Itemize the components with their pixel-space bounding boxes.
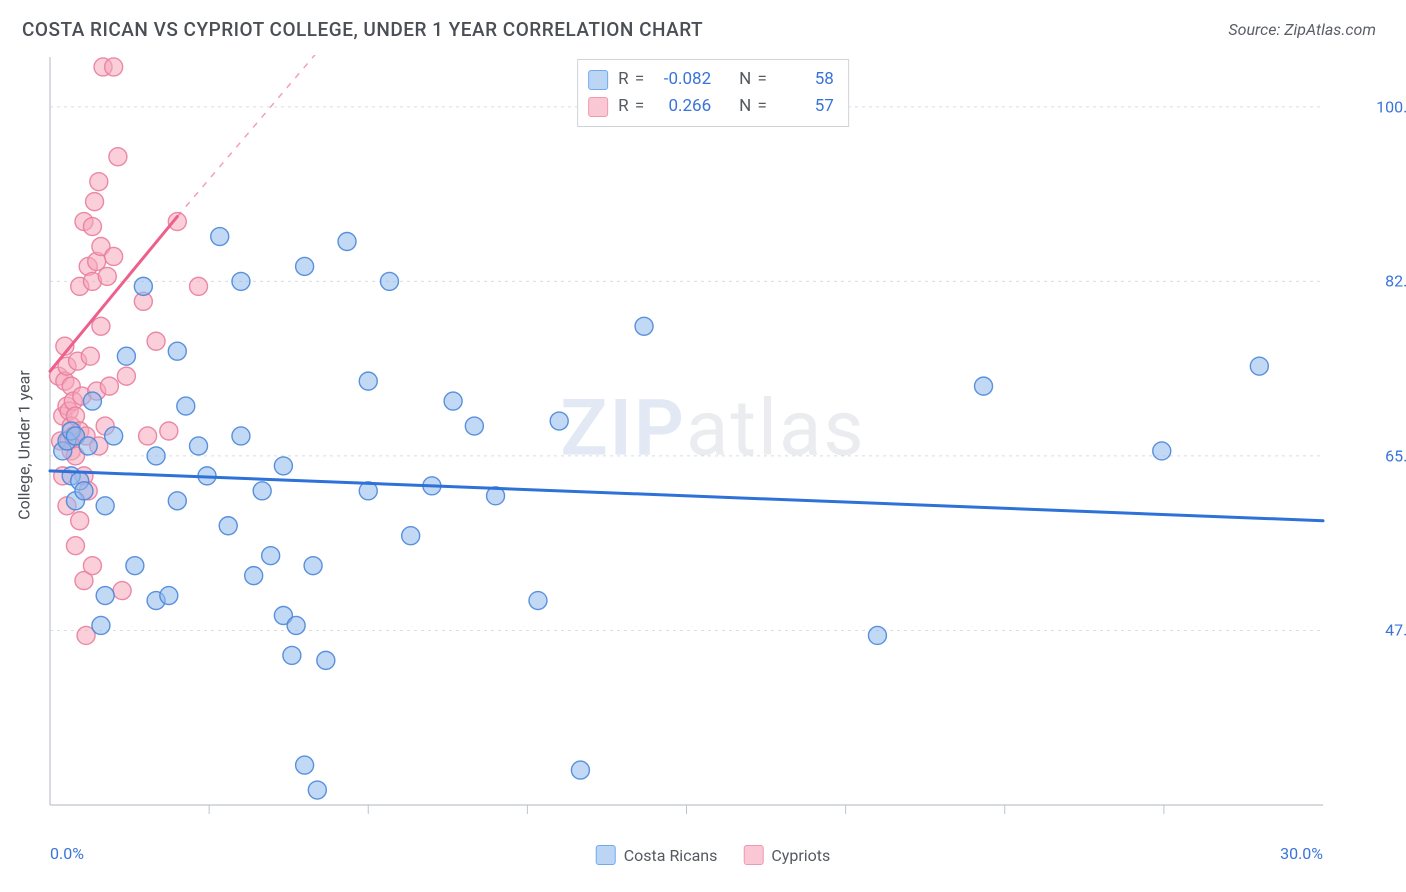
series-legend-item: Cypriots bbox=[743, 845, 830, 865]
series-legend-item: Costa Ricans bbox=[596, 845, 718, 865]
legend-swatch-icon bbox=[743, 845, 763, 865]
y-tick-label: 47.5% bbox=[1385, 621, 1406, 640]
series-legend: Costa Ricans Cypriots bbox=[596, 845, 831, 865]
legend-swatch-icon bbox=[596, 845, 616, 865]
stats-legend-row: R = 0.266 N = 57 bbox=[588, 93, 834, 120]
r-label: R = bbox=[618, 93, 645, 120]
n-label: N = bbox=[739, 66, 768, 93]
stats-legend: R = -0.082 N = 58 R = 0.266 N = 57 bbox=[577, 59, 849, 127]
scatter-plot-svg bbox=[48, 55, 1378, 835]
r-value: -0.082 bbox=[655, 66, 711, 93]
n-value: 58 bbox=[778, 66, 834, 93]
legend-swatch-icon bbox=[588, 70, 608, 90]
series-legend-label: Costa Ricans bbox=[624, 846, 718, 865]
r-label: R = bbox=[618, 66, 645, 93]
n-value: 57 bbox=[778, 93, 834, 120]
legend-swatch-icon bbox=[588, 97, 608, 117]
x-tick-label: 30.0% bbox=[1280, 844, 1323, 863]
y-tick-label: 65.0% bbox=[1385, 446, 1406, 465]
x-tick-label: 0.0% bbox=[50, 844, 84, 863]
chart-source: Source: ZipAtlas.com bbox=[1228, 20, 1376, 39]
stats-legend-row: R = -0.082 N = 58 bbox=[588, 66, 834, 93]
chart-title: COSTA RICAN VS CYPRIOT COLLEGE, UNDER 1 … bbox=[22, 18, 703, 41]
y-tick-label: 100.0% bbox=[1376, 97, 1406, 116]
plot-area: College, Under 1 year ZIPatlas R = -0.08… bbox=[48, 55, 1378, 835]
series-legend-label: Cypriots bbox=[771, 846, 830, 865]
y-tick-label: 82.5% bbox=[1385, 272, 1406, 291]
n-label: N = bbox=[739, 93, 768, 120]
chart-header: COSTA RICAN VS CYPRIOT COLLEGE, UNDER 1 … bbox=[0, 0, 1406, 51]
y-axis-label: College, Under 1 year bbox=[15, 370, 34, 520]
r-value: 0.266 bbox=[655, 93, 711, 120]
